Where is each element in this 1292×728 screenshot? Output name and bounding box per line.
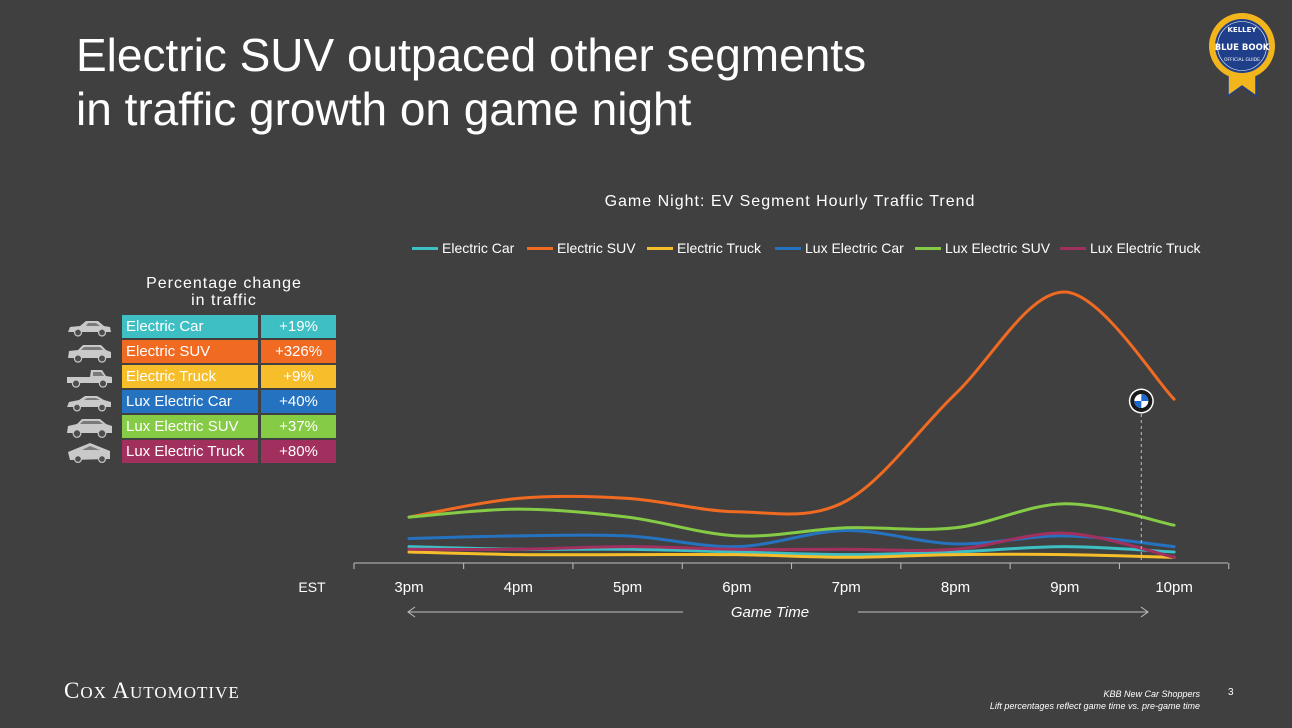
slide-title-line-2: in traffic growth on game night [76, 83, 692, 135]
kbb-badge-line-1: KELLEY [1228, 26, 1258, 34]
pickup-truck-icon [67, 370, 112, 388]
legend-swatch-electric-suv [527, 246, 553, 250]
series-line-electric-suv [407, 290, 1176, 519]
footer-lift-note: Lift percentages reflect game time vs. p… [989, 701, 1200, 711]
game-time-left-arrowhead-icon [407, 606, 416, 618]
legend-item-electric-truck: Electric Truck [647, 240, 761, 256]
legend-label-lux-electric-car: Lux Electric Car [805, 240, 904, 256]
game-time-right-arrowhead-icon [1140, 606, 1149, 618]
table-label-lux-electric-truck: Lux Electric Truck [122, 440, 258, 463]
legend-swatch-lux-electric-truck [1060, 246, 1086, 250]
table-label-lux-electric-suv: Lux Electric SUV [122, 415, 258, 438]
slide-title: Electric SUV outpaced other segments in … [76, 28, 866, 136]
kbb-official-guide-badge-icon: KELLEY BLUE BOOK OFFICIAL GUIDE [1209, 13, 1275, 98]
legend-label-lux-electric-truck: Lux Electric Truck [1090, 240, 1201, 256]
table-label-electric-suv: Electric SUV [122, 340, 258, 363]
footer-source: KBB New Car Shoppers [1103, 689, 1200, 699]
legend-swatch-electric-truck [647, 246, 673, 250]
legend-label-electric-suv: Electric SUV [557, 240, 636, 256]
table-value-lux-electric-suv: +37% [261, 415, 336, 438]
legend-item-electric-car: Electric Car [412, 240, 514, 256]
slide-title-line-1: Electric SUV outpaced other segments [76, 29, 867, 81]
legend-swatch-lux-electric-suv [915, 246, 941, 250]
legend-swatch-lux-electric-car [775, 246, 801, 250]
series-line-lux-electric-car [407, 528, 1176, 549]
luxury-sedan-icon [67, 396, 111, 412]
table-label-electric-car: Electric Car [122, 315, 258, 338]
series-line-lux-electric-suv [407, 502, 1176, 538]
cox-automotive-logo: COX AUTOMOTIVE [64, 678, 240, 703]
legend-label-electric-car: Electric Car [442, 240, 515, 256]
table-value-electric-car: +19% [261, 315, 336, 338]
table-title-line-2: in traffic [191, 292, 257, 309]
legend-item-lux-electric-suv: Lux Electric SUV [915, 240, 1050, 256]
x-tick-label: 5pm [613, 579, 642, 596]
x-tick-label: 9pm [1050, 579, 1079, 596]
x-tick-label: 10pm [1155, 579, 1193, 596]
table-label-lux-electric-car: Lux Electric Car [122, 390, 258, 413]
table-value-lux-electric-car: +40% [261, 390, 336, 413]
series-line-lux-electric-truck [407, 531, 1176, 559]
luxury-suv-icon [67, 419, 112, 438]
x-tick-marks [353, 563, 1230, 569]
table-value-lux-electric-truck: +80% [261, 440, 336, 463]
kbb-badge-line-2: BLUE BOOK [1215, 43, 1270, 53]
x-tick-label: 6pm [722, 579, 751, 596]
x-axis-prefix: EST [298, 579, 326, 595]
chart-title: Game Night: EV Segment Hourly Traffic Tr… [604, 193, 976, 210]
kbb-badge-line-3: OFFICIAL GUIDE [1224, 57, 1260, 63]
legend-item-electric-suv: Electric SUV [527, 240, 636, 256]
x-tick-label: 8pm [941, 579, 970, 596]
suv-icon [68, 345, 111, 363]
legend-item-lux-electric-car: Lux Electric Car [775, 240, 904, 256]
series-lines [407, 290, 1176, 559]
x-tick-label: 4pm [504, 579, 533, 596]
page-number: 3 [1228, 687, 1234, 698]
table-value-electric-suv: +326% [261, 340, 336, 363]
table-value-electric-truck: +9% [261, 365, 336, 388]
table-label-electric-truck: Electric Truck [122, 365, 258, 388]
table-title-line-1: Percentage change [146, 275, 302, 292]
footer-note: KBB New Car Shoppers Lift percentages re… [990, 688, 1200, 712]
x-axis-label: Game Time [731, 604, 809, 621]
table-title: Percentage change in traffic [122, 275, 326, 309]
bmw-logo-icon [1128, 388, 1154, 414]
legend-item-lux-electric-truck: Lux Electric Truck [1060, 240, 1200, 256]
series-line-electric-truck [407, 550, 1176, 559]
sedan-icon [68, 321, 111, 337]
legend-swatch-electric-car [412, 246, 438, 250]
annotation-bmw [1128, 388, 1154, 560]
legend-label-lux-electric-suv: Lux Electric SUV [945, 240, 1051, 256]
cybertruck-icon [68, 443, 110, 464]
legend-label-electric-truck: Electric Truck [677, 240, 762, 256]
x-tick-label: 3pm [394, 579, 423, 596]
x-tick-label: 7pm [832, 579, 861, 596]
brand-annotations: KIA [1128, 388, 1154, 560]
x-tick-labels: 3pm 4pm 5pm 6pm 7pm 8pm 9pm 10pm [394, 579, 1192, 596]
